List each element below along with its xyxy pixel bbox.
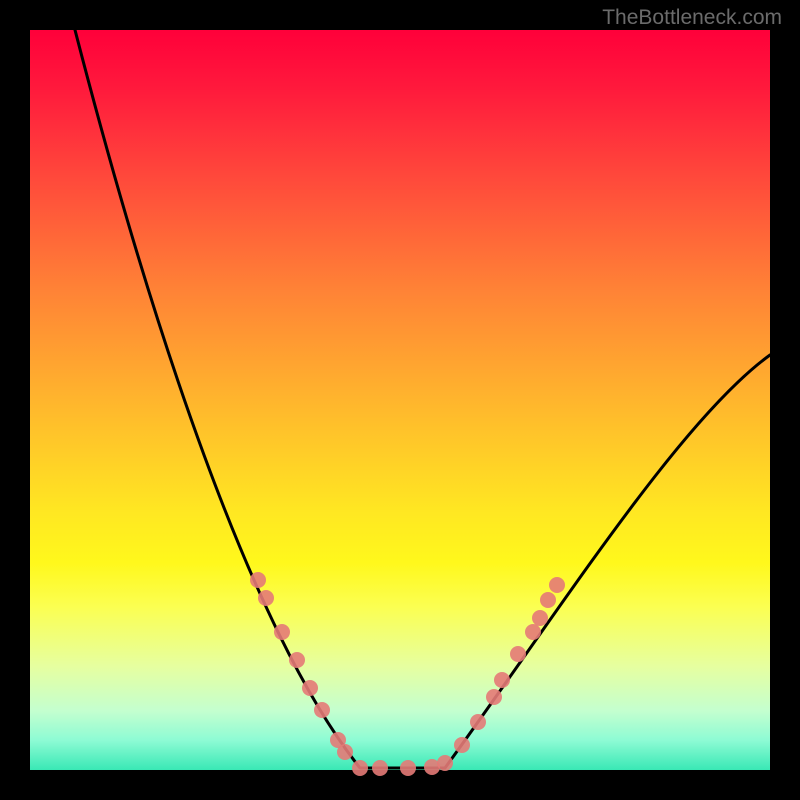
chart-canvas: TheBottleneck.com: [0, 0, 800, 800]
curve-marker: [337, 744, 353, 760]
curve-marker: [352, 760, 368, 776]
plot-background: [30, 30, 770, 770]
curve-marker: [494, 672, 510, 688]
curve-marker: [486, 689, 502, 705]
curve-marker: [314, 702, 330, 718]
watermark-label: TheBottleneck.com: [602, 6, 782, 30]
chart-svg: [0, 0, 800, 800]
curve-marker: [525, 624, 541, 640]
curve-marker: [437, 755, 453, 771]
curve-marker: [274, 624, 290, 640]
curve-marker: [400, 760, 416, 776]
curve-marker: [372, 760, 388, 776]
curve-marker: [454, 737, 470, 753]
curve-marker: [540, 592, 556, 608]
curve-marker: [250, 572, 266, 588]
curve-marker: [470, 714, 486, 730]
curve-marker: [289, 652, 305, 668]
curve-marker: [302, 680, 318, 696]
curve-marker: [549, 577, 565, 593]
curve-marker: [258, 590, 274, 606]
curve-marker: [510, 646, 526, 662]
curve-marker: [532, 610, 548, 626]
